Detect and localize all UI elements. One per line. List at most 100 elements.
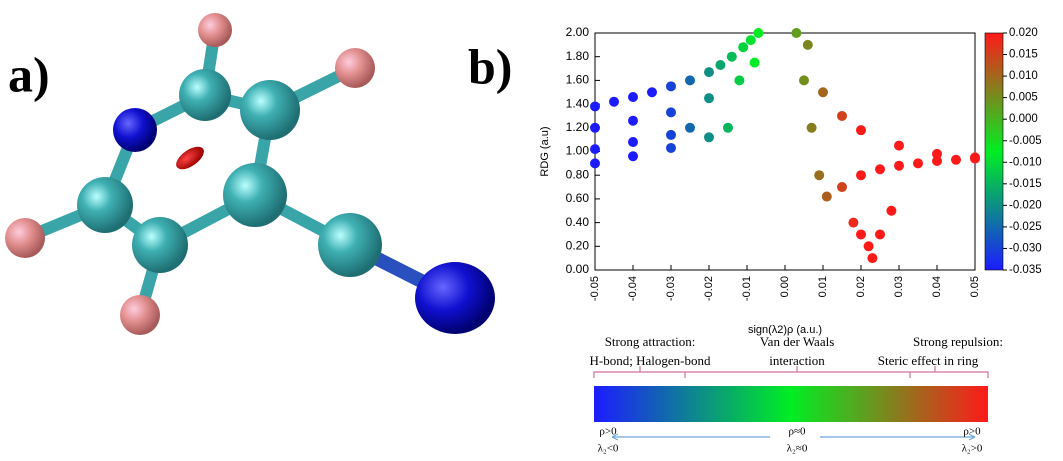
scale-text: H-bond; Halogen-bond: [590, 353, 711, 368]
point: [799, 75, 809, 86]
colorbar-tick-label: 0.000: [1009, 113, 1038, 125]
point: [590, 158, 600, 169]
point: [745, 35, 756, 46]
colorbar-tick-label: -0.035: [1009, 264, 1042, 276]
point: [715, 59, 726, 70]
molecule: [5, 13, 495, 335]
plot: 0.00 0.20 0.40 0.60 0.80 1.00 1.20 1.40 1.60 1.80…: [539, 25, 1042, 336]
scale-text: Van der Waals: [760, 334, 835, 349]
y-tick-label: 0.20: [566, 238, 590, 252]
point: [932, 148, 942, 159]
point: [704, 67, 714, 78]
colorbar: [984, 32, 1004, 271]
point: [628, 91, 638, 102]
point: [867, 253, 878, 264]
point: [848, 217, 859, 228]
point: [802, 39, 813, 50]
y-tick-label: 1.80: [566, 49, 590, 63]
y-tick-label: 1.60: [566, 73, 590, 87]
point: [628, 151, 638, 162]
point: [894, 140, 904, 151]
plot-frame: [594, 32, 976, 271]
x-tick-label: -0.01: [741, 276, 753, 301]
panel-label: a): [8, 46, 50, 102]
point: [753, 28, 764, 38]
point: [666, 129, 676, 140]
point: [666, 81, 676, 92]
colorbar-tick-label: -0.030: [1009, 242, 1042, 254]
y-tick-label: 0.40: [566, 215, 590, 229]
x-tick-label: 0.03: [893, 276, 905, 297]
point: [814, 170, 825, 181]
x-tick-label: 0.01: [817, 276, 829, 297]
scale-text: λ₂≈0: [787, 443, 808, 455]
colorbar-tick-label: 0.010: [1009, 70, 1038, 82]
colorbar-tick-label: -0.025: [1009, 221, 1042, 233]
colorbar-tick-label: -0.020: [1009, 199, 1042, 211]
colorbar-tick-label: 0.015: [1009, 49, 1038, 61]
y-tick-label: 0.80: [566, 167, 590, 181]
scale-text: ρ>0: [599, 426, 617, 438]
scale-text: λ₂>0: [962, 443, 983, 455]
point: [666, 107, 676, 118]
point: [806, 122, 817, 133]
y-axis-label: RDG (a.u): [539, 126, 551, 176]
y-tick-label: 2.00: [566, 25, 590, 39]
x-tick-label: -0.03: [665, 276, 677, 301]
x-tick-label: -0.05: [589, 276, 601, 301]
point: [749, 57, 760, 68]
point: [704, 132, 714, 143]
point: [734, 75, 745, 86]
point: [791, 28, 802, 38]
x-tick-label: 0.00: [779, 276, 791, 297]
point: [738, 42, 749, 53]
x-tick-label: -0.04: [627, 276, 639, 301]
arrows: [611, 433, 976, 441]
point: [609, 96, 619, 107]
colorbar-tick-label: -0.005: [1009, 135, 1042, 147]
y-tick-label: 0.00: [566, 262, 590, 276]
scale-text: Strong attraction:: [605, 334, 696, 349]
scale-text: ρ≈0: [788, 426, 806, 438]
y-tick-label: 1.00: [566, 144, 590, 158]
scale-text: λ₂<0: [598, 443, 619, 455]
point: [856, 170, 866, 181]
point: [856, 229, 866, 240]
point: [590, 144, 600, 155]
scale-bar: [594, 386, 988, 422]
point: [726, 51, 737, 62]
point: [628, 115, 638, 126]
colorbar-tick-label: 0.005: [1009, 92, 1038, 104]
point: [647, 87, 657, 98]
point: [932, 155, 942, 166]
x-tick-label: 0.04: [931, 276, 943, 297]
colorbar-tick-label: 0.020: [1009, 27, 1038, 39]
point: [723, 122, 733, 133]
x-axis-label: sign(λ2)ρ (a.u.): [748, 324, 822, 336]
point: [590, 101, 600, 112]
colorbar-tick-label: -0.010: [1009, 156, 1042, 168]
point: [818, 87, 828, 98]
y-tick-label: 0.60: [566, 191, 590, 205]
point: [590, 122, 600, 133]
x-tick-label: 0.05: [969, 276, 981, 297]
point: [837, 182, 847, 193]
point: [875, 229, 885, 240]
point: [951, 154, 961, 165]
point: [886, 205, 897, 216]
x-tick-label: 0.02: [855, 276, 867, 297]
scale-text: ρ>0: [963, 426, 981, 438]
point: [685, 122, 695, 133]
scale-text: interaction: [769, 353, 825, 368]
point: [875, 164, 885, 175]
y-tick-label: 1.20: [566, 120, 590, 134]
point: [685, 75, 695, 86]
point: [821, 191, 832, 202]
y-tick-label: 1.40: [566, 96, 590, 110]
point: [913, 158, 923, 169]
point: [856, 125, 866, 136]
point: [863, 241, 874, 252]
scale-text: Strong repulsion:: [913, 334, 1003, 349]
point: [837, 110, 847, 121]
scale-text: Steric effect in ring: [878, 353, 979, 368]
